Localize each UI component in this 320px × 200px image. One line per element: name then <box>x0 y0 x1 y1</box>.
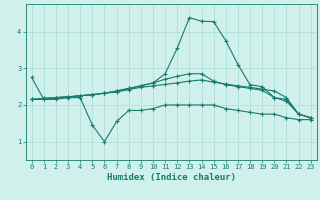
X-axis label: Humidex (Indice chaleur): Humidex (Indice chaleur) <box>107 173 236 182</box>
